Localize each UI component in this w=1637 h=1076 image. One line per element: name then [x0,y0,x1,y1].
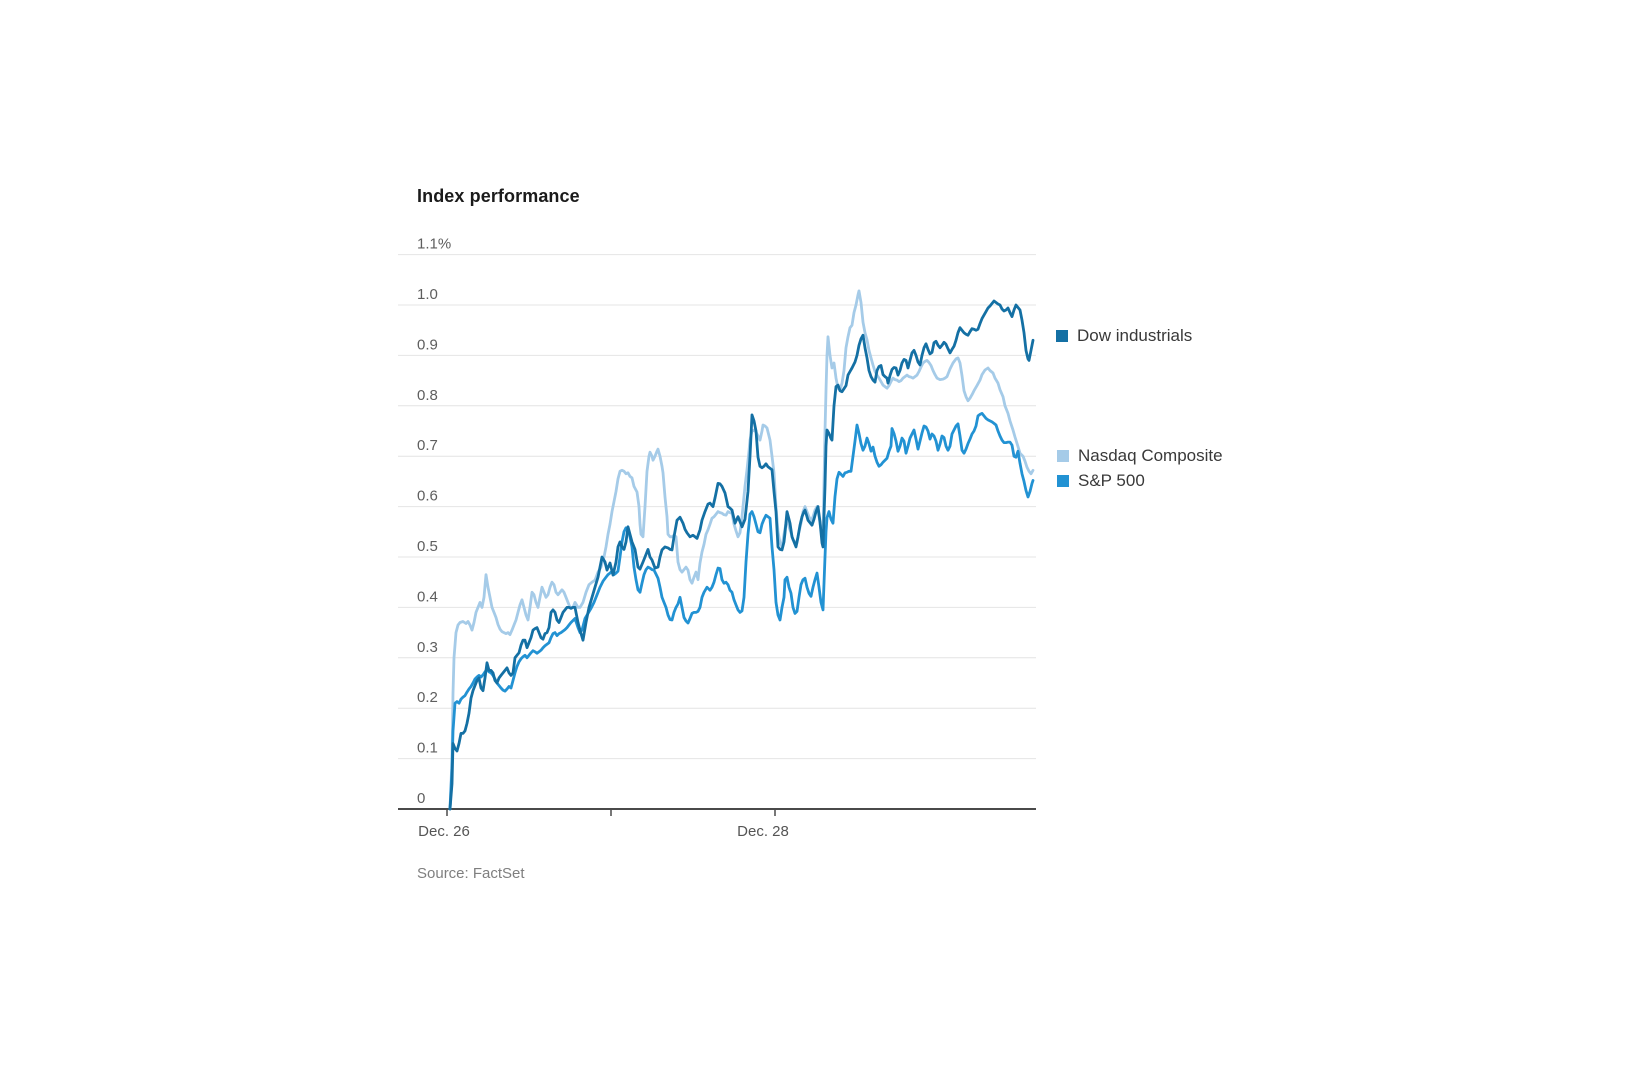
y-axis-label: 0.9 [417,336,438,353]
nasdaq-composite-swatch-icon [1057,450,1069,462]
y-axis-label: 0.5 [417,538,438,555]
legend-item-nasdaq-composite: Nasdaq Composite [1057,446,1223,466]
legend-item-dow-industrials: Dow industrials [1056,326,1192,346]
sp-500-swatch-icon [1057,475,1069,487]
y-axis-label: 0.1 [417,740,438,757]
y-axis-label: 1.0 [417,286,438,303]
legend-label-nasdaq-composite: Nasdaq Composite [1078,446,1223,465]
y-axis-label: 0 [417,790,425,807]
y-axis-label: 1.1% [417,236,451,253]
series-line-dow-industrials [448,299,1035,811]
source-attribution: Source: FactSet [417,865,525,882]
x-axis-label: Dec. 26 [418,823,470,840]
legend-item-sp-500: S&P 500 [1057,471,1145,491]
y-axis-label: 0.8 [417,387,438,404]
chart-title: Index performance [417,186,580,206]
x-axis-label: Dec. 28 [737,823,789,840]
y-axis-label: 0.7 [417,437,438,454]
legend-label-sp-500: S&P 500 [1078,471,1145,490]
y-axis-label: 0.6 [417,488,438,505]
series-line-s-p-500 [448,411,1035,811]
dow-industrials-swatch-icon [1056,330,1068,342]
legend-label-dow-industrials: Dow industrials [1077,326,1193,345]
y-axis-label: 0.4 [417,588,438,605]
y-axis-label: 0.3 [417,639,438,656]
y-axis-label: 0.2 [417,689,438,706]
series-line-nasdaq-composite [448,289,1035,811]
